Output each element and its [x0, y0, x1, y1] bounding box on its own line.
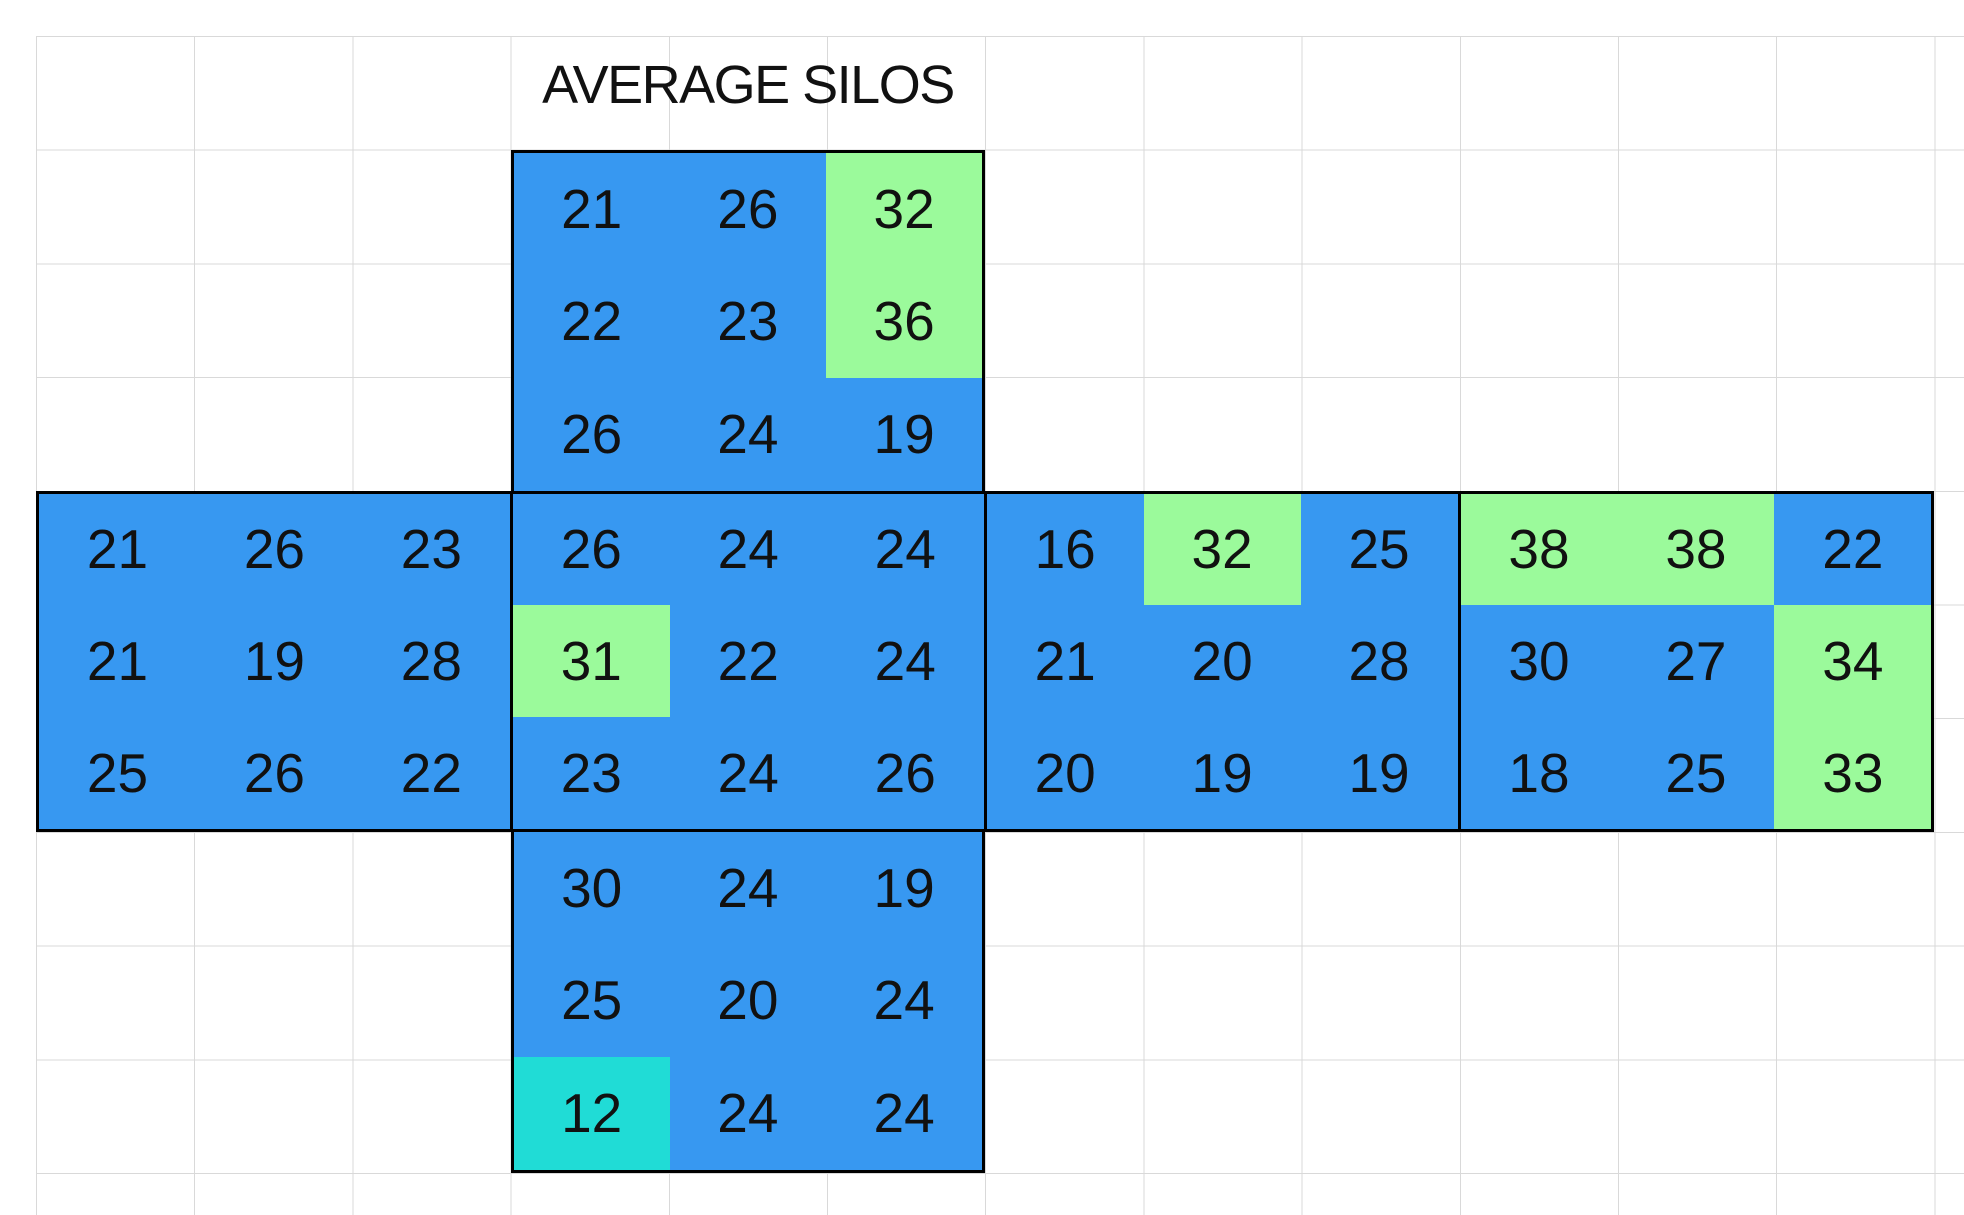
cell-middle_right-r3c2[interactable]: 19 — [1143, 717, 1301, 829]
block-bottom-face: 30 24 19 25 20 24 12 24 24 — [510, 831, 986, 1173]
cell-left-r2c3[interactable]: 28 — [352, 605, 510, 718]
cell-middle_right-r1c3[interactable]: 25 — [1300, 493, 1458, 606]
cell-middle_right-r3c1[interactable]: 20 — [986, 717, 1144, 829]
cell-top-r1c2[interactable]: 26 — [669, 152, 826, 266]
cell-center-r2c1[interactable]: 31 — [512, 605, 670, 718]
cell-center-r1c3[interactable]: 24 — [826, 493, 984, 606]
block-middle-right-face: 16 32 25 21 20 28 20 19 19 — [983, 493, 1458, 829]
cell-top-r3c1[interactable]: 26 — [513, 378, 670, 491]
middle-band: 21 26 23 21 19 28 25 26 22 26 24 24 31 22 24 23 24 26 16… — [36, 490, 1935, 832]
cell-top-r1c3[interactable]: 32 — [825, 152, 983, 266]
cell-center-r3c3[interactable]: 26 — [826, 717, 984, 829]
cell-bottom-r1c1[interactable]: 30 — [513, 831, 670, 945]
cell-right-r2c2[interactable]: 27 — [1617, 605, 1775, 718]
cell-bottom-r1c3[interactable]: 19 — [825, 831, 983, 945]
cell-center-r1c2[interactable]: 24 — [669, 493, 827, 606]
cell-right-r1c3[interactable]: 22 — [1774, 493, 1932, 606]
cell-middle_right-r2c3[interactable]: 28 — [1300, 605, 1458, 718]
cell-center-r3c2[interactable]: 24 — [669, 717, 827, 829]
cell-bottom-r3c2[interactable]: 24 — [669, 1057, 826, 1170]
cell-top-r2c1[interactable]: 22 — [513, 265, 670, 379]
cell-left-r2c1[interactable]: 21 — [39, 605, 196, 718]
cell-center-r2c3[interactable]: 24 — [826, 605, 984, 718]
cell-middle_right-r2c1[interactable]: 21 — [986, 605, 1144, 718]
cell-center-r2c2[interactable]: 22 — [669, 605, 827, 718]
cell-top-r1c1[interactable]: 21 — [513, 152, 670, 266]
cell-bottom-r2c2[interactable]: 20 — [669, 944, 826, 1058]
cell-top-r2c2[interactable]: 23 — [669, 265, 826, 379]
page-title[interactable]: AVERAGE SILOS — [542, 54, 955, 115]
cell-top-r3c2[interactable]: 24 — [669, 378, 826, 491]
block-center-face: 26 24 24 31 22 24 23 24 26 — [509, 493, 984, 829]
cell-bottom-r3c3[interactable]: 24 — [825, 1057, 983, 1170]
cell-center-r1c1[interactable]: 26 — [512, 493, 670, 606]
cell-top-r3c3[interactable]: 19 — [825, 378, 983, 491]
cell-bottom-r2c1[interactable]: 25 — [513, 944, 670, 1058]
cell-right-r3c2[interactable]: 25 — [1617, 717, 1775, 829]
cell-right-r1c2[interactable]: 38 — [1617, 493, 1775, 606]
cell-top-r2c3[interactable]: 36 — [825, 265, 983, 379]
cell-left-r3c1[interactable]: 25 — [39, 717, 196, 829]
block-top-face: 21 26 32 22 23 36 26 24 19 — [510, 149, 986, 491]
cell-bottom-r2c3[interactable]: 24 — [825, 944, 983, 1058]
cell-bottom-r1c2[interactable]: 24 — [669, 831, 826, 945]
cell-left-r3c3[interactable]: 22 — [352, 717, 510, 829]
cell-center-r3c1[interactable]: 23 — [512, 717, 670, 829]
block-right-face: 38 38 22 30 27 34 18 25 33 — [1457, 493, 1932, 829]
cell-left-r1c1[interactable]: 21 — [39, 493, 196, 606]
cell-middle_right-r3c3[interactable]: 19 — [1300, 717, 1458, 829]
cell-middle_right-r2c2[interactable]: 20 — [1143, 605, 1301, 718]
cell-bottom-r3c1[interactable]: 12 — [513, 1057, 670, 1170]
cell-left-r1c2[interactable]: 26 — [195, 493, 353, 606]
cell-right-r3c1[interactable]: 18 — [1460, 717, 1618, 829]
cell-middle_right-r1c1[interactable]: 16 — [986, 493, 1144, 606]
cell-right-r1c1[interactable]: 38 — [1460, 493, 1618, 606]
cell-left-r1c3[interactable]: 23 — [352, 493, 510, 606]
cell-middle_right-r1c2[interactable]: 32 — [1143, 493, 1301, 606]
block-left-face: 21 26 23 21 19 28 25 26 22 — [39, 493, 510, 829]
cell-right-r2c1[interactable]: 30 — [1460, 605, 1618, 718]
cell-left-r3c2[interactable]: 26 — [195, 717, 353, 829]
cell-right-r2c3[interactable]: 34 — [1774, 605, 1932, 718]
cell-left-r2c2[interactable]: 19 — [195, 605, 353, 718]
cell-right-r3c3[interactable]: 33 — [1774, 717, 1932, 829]
